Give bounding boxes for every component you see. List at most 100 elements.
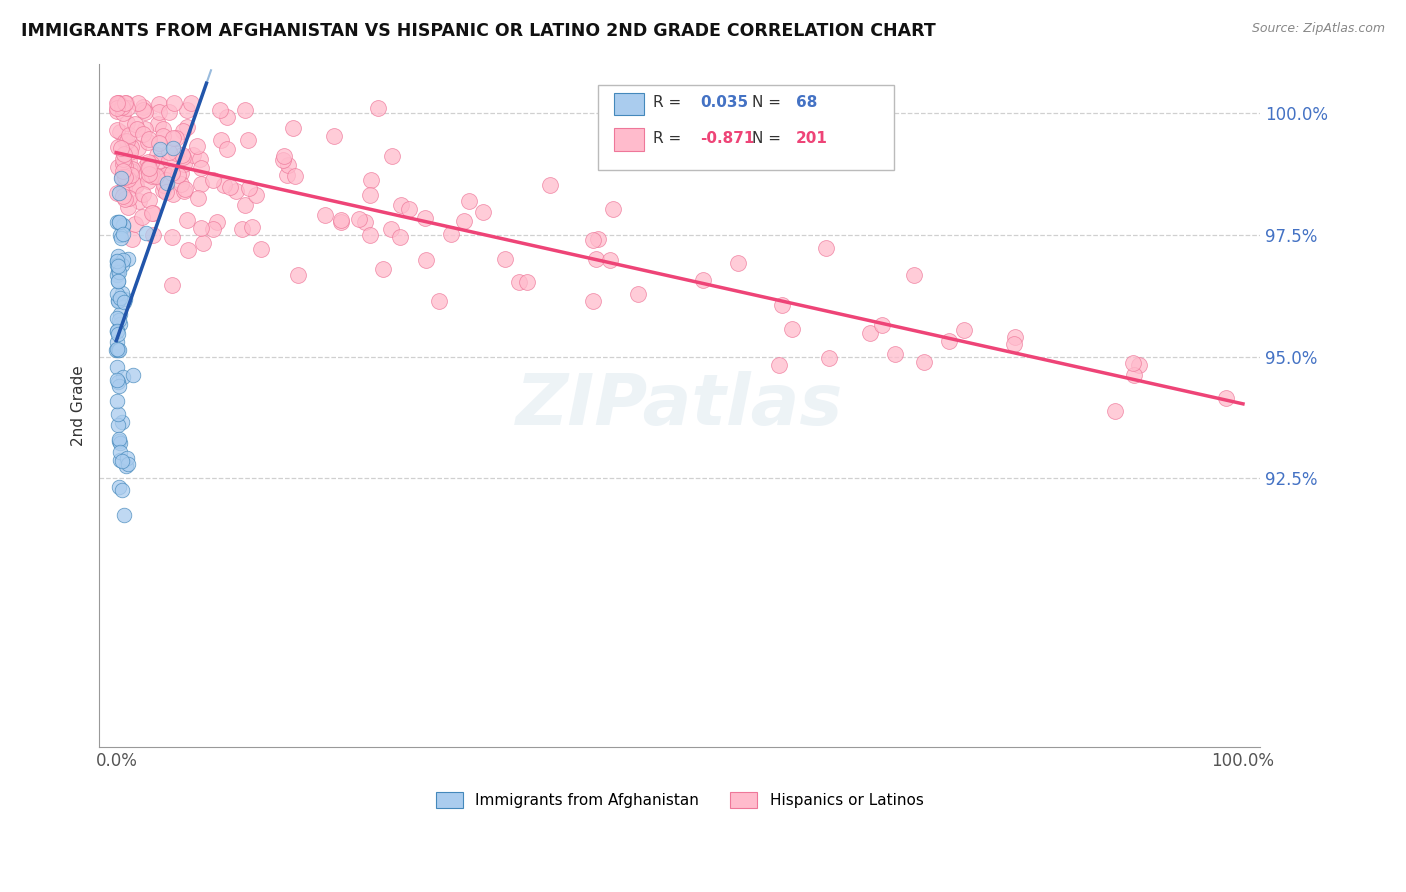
Point [114,170,136,185]
Point [108,434,131,449]
Point [111,169,134,184]
Point [190,177,212,191]
Point [112,295,135,310]
Point [112,153,135,167]
Point [602,202,624,216]
Point [108,378,131,392]
Text: IMMIGRANTS FROM AFGHANISTAN VS HISPANIC OR LATINO 2ND GRADE CORRELATION CHART: IMMIGRANTS FROM AFGHANISTAN VS HISPANIC … [21,22,936,40]
Point [167,168,190,182]
Point [124,178,146,192]
Point [108,125,131,139]
Point [120,139,142,153]
Point [1122,356,1144,370]
Point [120,169,142,183]
Point [120,164,142,178]
Point [112,181,135,195]
Point [105,254,128,268]
Point [380,222,402,236]
Point [627,287,650,301]
Text: -0.871: -0.871 [700,131,755,146]
Point [187,191,209,205]
Point [141,169,163,184]
Point [105,268,128,282]
Point [110,170,132,185]
Point [135,167,157,181]
Point [236,133,259,147]
Point [112,163,135,178]
Point [111,454,134,468]
Point [516,275,538,289]
Point [938,334,960,348]
Point [141,206,163,220]
Text: 0.035: 0.035 [700,95,748,111]
Point [323,128,346,143]
Point [115,459,138,474]
Point [415,253,437,268]
Point [117,252,139,266]
Point [240,219,263,234]
Y-axis label: 2nd Grade: 2nd Grade [72,365,86,446]
Point [111,415,134,429]
Point [231,222,253,236]
Point [134,105,156,120]
Point [284,169,307,183]
Point [105,373,128,387]
Point [953,323,976,337]
Point [114,96,136,111]
Point [314,208,336,222]
Point [190,161,212,175]
Point [124,178,146,192]
Point [107,408,129,422]
Point [186,139,208,153]
Point [115,451,138,466]
Point [110,445,132,459]
Point [105,311,128,326]
Point [1215,391,1237,405]
Point [398,202,420,216]
Point [359,228,381,243]
Point [108,265,131,279]
Point [330,215,353,229]
Point [132,187,155,202]
Point [121,232,143,246]
Point [585,252,607,266]
Point [107,160,129,174]
Point [105,324,128,338]
Point [117,134,139,148]
Point [367,101,389,115]
Point [413,211,436,225]
Point [117,200,139,214]
Point [181,148,204,162]
Point [389,197,412,211]
Point [190,153,212,167]
Text: R =: R = [652,131,686,146]
Point [108,228,131,243]
Point [148,117,170,131]
Point [205,214,228,228]
Point [112,147,135,161]
Point [173,184,195,198]
Point [112,147,135,161]
Point [273,148,295,162]
Point [172,124,194,138]
Point [165,131,187,145]
Point [111,258,134,272]
Point [115,116,138,130]
Point [117,101,139,115]
Point [599,253,621,268]
Text: N =: N = [752,131,786,146]
Point [159,105,181,120]
Point [250,242,273,256]
Point [108,453,131,467]
Point [191,236,214,251]
Point [1123,368,1146,382]
Point [281,121,304,136]
Point [128,194,150,208]
Point [105,334,128,349]
Point [111,157,134,171]
Point [780,322,803,336]
Point [202,173,225,187]
Point [160,229,183,244]
Point [148,136,170,150]
Point [162,187,184,202]
